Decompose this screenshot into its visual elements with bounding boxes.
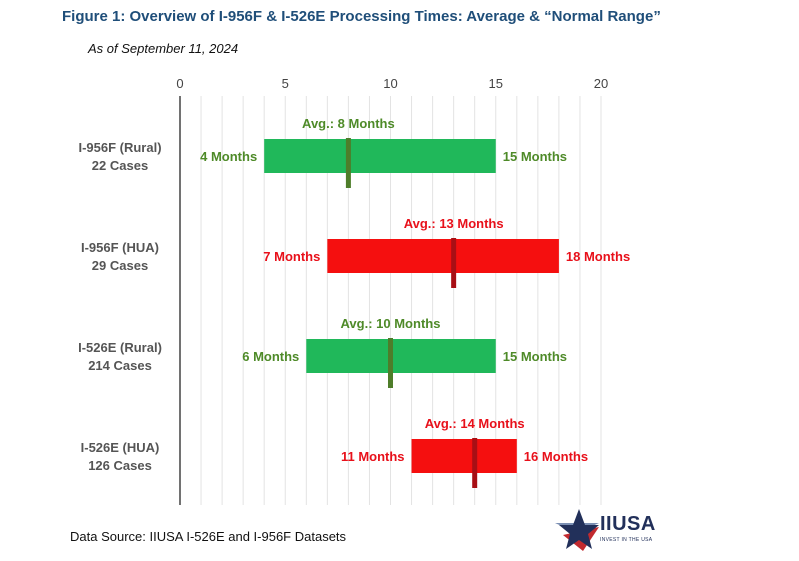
average-marker (388, 338, 393, 388)
category-case-count: 22 Cases (92, 158, 148, 173)
max-label: 16 Months (524, 449, 588, 464)
logo-name: IIUSA (600, 513, 656, 535)
range-bar (411, 439, 517, 473)
x-tick-label: 0 (176, 76, 183, 91)
range-bar (306, 339, 496, 373)
logo-tagline: INVEST IN THE USA (600, 537, 653, 543)
x-tick-label: 20 (594, 76, 608, 91)
x-tick-label: 5 (282, 76, 289, 91)
category-case-count: 214 Cases (88, 358, 152, 373)
x-tick-label: 15 (489, 76, 503, 91)
max-label: 15 Months (503, 349, 567, 364)
data-source-note: Data Source: IIUSA I-526E and I-956F Dat… (70, 529, 347, 544)
average-marker (472, 438, 478, 488)
category-label: I-526E (HUA) (81, 440, 160, 455)
category-label: I-956F (Rural) (78, 140, 161, 155)
average-marker (451, 238, 457, 288)
max-label: 15 Months (503, 149, 567, 164)
chart-title: Figure 1: Overview of I-956F & I-526E Pr… (62, 8, 661, 25)
category-label: I-526E (Rural) (78, 340, 162, 355)
chart-subtitle: As of September 11, 2024 (88, 41, 239, 56)
min-label: 6 Months (242, 349, 299, 364)
category-label: I-956F (HUA) (81, 240, 159, 255)
min-label: 7 Months (263, 249, 320, 264)
x-tick-label: 10 (383, 76, 397, 91)
category-case-count: 29 Cases (92, 258, 148, 273)
iiusa-logo-icon (555, 509, 599, 551)
max-label: 18 Months (566, 249, 630, 264)
min-label: 11 Months (341, 449, 405, 464)
average-label: Avg.: 10 Months (341, 316, 441, 331)
average-label: Avg.: 14 Months (425, 416, 525, 431)
range-bar (327, 239, 559, 273)
average-label: Avg.: 13 Months (404, 216, 504, 231)
range-bar (264, 139, 496, 173)
category-case-count: 126 Cases (88, 458, 152, 473)
min-label: 4 Months (200, 149, 257, 164)
average-label: Avg.: 8 Months (302, 116, 395, 131)
average-marker (345, 138, 351, 188)
